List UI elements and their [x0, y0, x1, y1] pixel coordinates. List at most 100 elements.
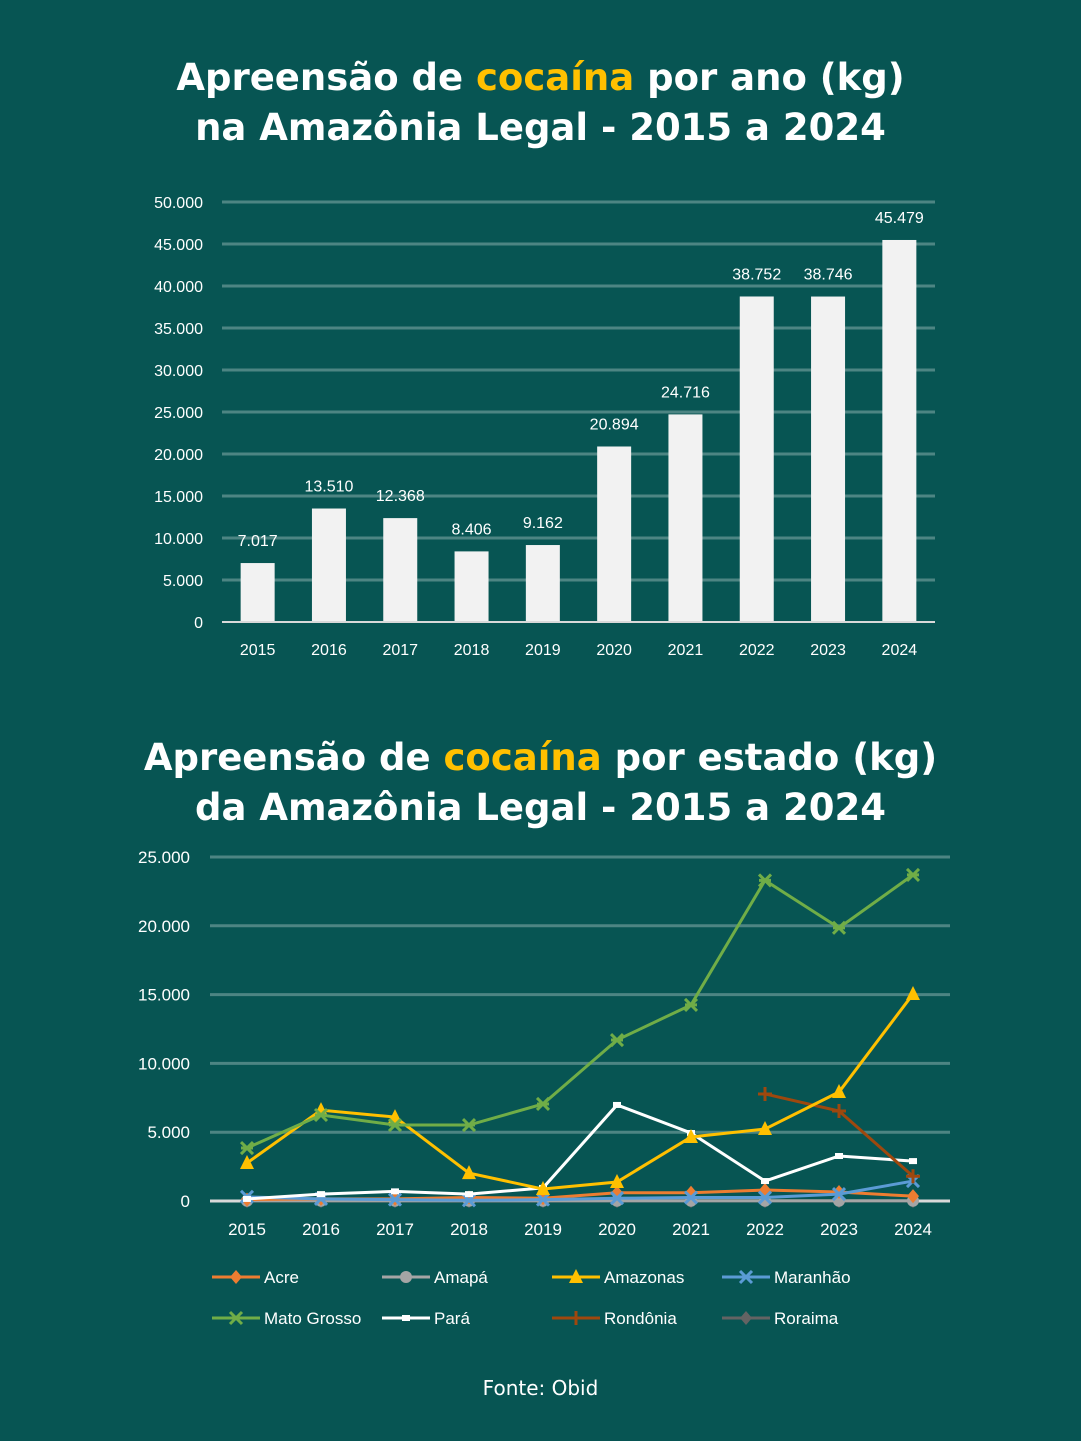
- x-tick-label: 2023: [810, 642, 846, 659]
- y-tick-label: 45.000: [154, 237, 203, 254]
- x-tick-label: 2018: [454, 642, 490, 659]
- title-text: Apreensão de: [143, 736, 444, 779]
- y-tick-label: 15.000: [154, 489, 203, 506]
- x-tick-label: 2021: [672, 1220, 710, 1239]
- data-point: [757, 1190, 773, 1205]
- x-tick-label: 2017: [382, 642, 418, 659]
- y-tick-label: 25.000: [138, 848, 190, 867]
- series-Mato Grosso: [239, 867, 921, 1156]
- data-point: [684, 1129, 698, 1144]
- data-point: [909, 1158, 917, 1165]
- data-point: [832, 1084, 846, 1099]
- series-line: [246, 1179, 914, 1202]
- series-Rondônia: [758, 1086, 920, 1184]
- legend-item-Rondônia: Rondônia: [552, 1309, 677, 1328]
- bar-2019: [525, 545, 560, 622]
- legend-label: Roraima: [774, 1309, 839, 1328]
- title-highlight: cocaína: [475, 56, 635, 99]
- title-text: por estado (kg): [601, 736, 938, 779]
- y-tick-label: 0: [194, 615, 203, 632]
- data-point: [757, 873, 773, 888]
- bar-2022: [739, 296, 774, 622]
- legend-item-Amazonas: Amazonas: [552, 1268, 684, 1287]
- data-point: [907, 1189, 919, 1204]
- legend-marker: [569, 1269, 583, 1283]
- data-point: [536, 1181, 550, 1196]
- data-label: 12.368: [376, 488, 425, 505]
- legend-label: Pará: [434, 1309, 470, 1328]
- series-line: [246, 873, 914, 1150]
- data-point: [462, 1165, 476, 1180]
- bar-2020: [597, 446, 632, 622]
- data-point: [239, 1140, 255, 1156]
- data-point: [835, 1153, 843, 1160]
- data-label: 8.406: [452, 521, 492, 538]
- data-point: [461, 1117, 477, 1133]
- bar-2023: [811, 296, 846, 622]
- data-point: [758, 1121, 772, 1136]
- legend-marker: [738, 1269, 754, 1285]
- data-point: [465, 1191, 473, 1198]
- legend-label: Maranhão: [774, 1268, 851, 1287]
- y-tick-label: 0: [181, 1192, 190, 1211]
- data-point: [831, 1187, 847, 1202]
- data-point: [609, 1032, 625, 1048]
- x-tick-label: 2022: [746, 1220, 784, 1239]
- title-text: Apreensão de: [176, 56, 476, 99]
- x-tick-label: 2015: [228, 1220, 266, 1239]
- legend-marker: [400, 1271, 412, 1283]
- data-point: [758, 1086, 772, 1101]
- y-tick-label: 20.000: [138, 917, 190, 936]
- data-point: [391, 1188, 399, 1195]
- data-label: 13.510: [304, 479, 353, 496]
- legend-marker: [228, 1310, 244, 1326]
- legend-item-Roraima: Roraima: [722, 1309, 839, 1328]
- bar-2024: [882, 239, 917, 623]
- series-line: [246, 993, 915, 1191]
- data-point: [831, 920, 847, 935]
- data-label: 20.894: [590, 416, 639, 433]
- bar-2015: [240, 563, 275, 622]
- legend-label: Rondônia: [604, 1309, 677, 1328]
- data-label: 38.752: [732, 266, 781, 283]
- data-point: [387, 1117, 403, 1133]
- y-tick-label: 20.000: [154, 447, 203, 464]
- data-label: 24.716: [661, 384, 710, 401]
- y-tick-label: 5.000: [163, 573, 203, 590]
- data-point: [832, 1104, 846, 1119]
- y-tick-label: 40.000: [154, 279, 203, 296]
- y-tick-label: 50.000: [154, 195, 203, 212]
- legend-marker: [230, 1270, 242, 1284]
- data-point: [387, 1192, 403, 1207]
- x-tick-label: 2021: [668, 642, 704, 659]
- data-point: [535, 1192, 551, 1207]
- title-text: na Amazônia Legal - 2015 a 2024: [195, 106, 886, 149]
- data-point: [683, 997, 699, 1012]
- title-text: da Amazônia Legal - 2015 a 2024: [195, 786, 886, 829]
- legend-item-Acre: Acre: [212, 1268, 299, 1287]
- x-tick-label: 2023: [820, 1220, 858, 1239]
- data-label: 38.746: [804, 267, 853, 284]
- data-point: [683, 1190, 699, 1205]
- bar-2017: [383, 518, 418, 622]
- bar-2021: [668, 414, 703, 622]
- x-tick-label: 2022: [739, 642, 775, 659]
- bar-2016: [311, 508, 346, 622]
- y-tick-label: 10.000: [138, 1054, 190, 1073]
- legend-label: Amazonas: [604, 1268, 684, 1287]
- title-highlight: cocaína: [443, 736, 602, 779]
- series-line: [246, 1103, 914, 1201]
- legend-marker: [740, 1311, 752, 1325]
- source-note: Fonte: Obid: [482, 1376, 599, 1400]
- x-tick-label: 2017: [376, 1220, 414, 1239]
- legend-item-Mato Grosso: Mato Grosso: [212, 1309, 361, 1328]
- x-tick-label: 2019: [525, 642, 561, 659]
- data-label: 9.162: [523, 515, 563, 532]
- legend-label: Amapá: [434, 1268, 488, 1287]
- x-tick-label: 2016: [311, 642, 347, 659]
- legend-item-Maranhão: Maranhão: [722, 1268, 851, 1287]
- data-point: [761, 1178, 769, 1185]
- bar-chart-title: Apreensão de cocaína por ano (kg) na Ama…: [0, 53, 1081, 153]
- data-point: [610, 1174, 624, 1189]
